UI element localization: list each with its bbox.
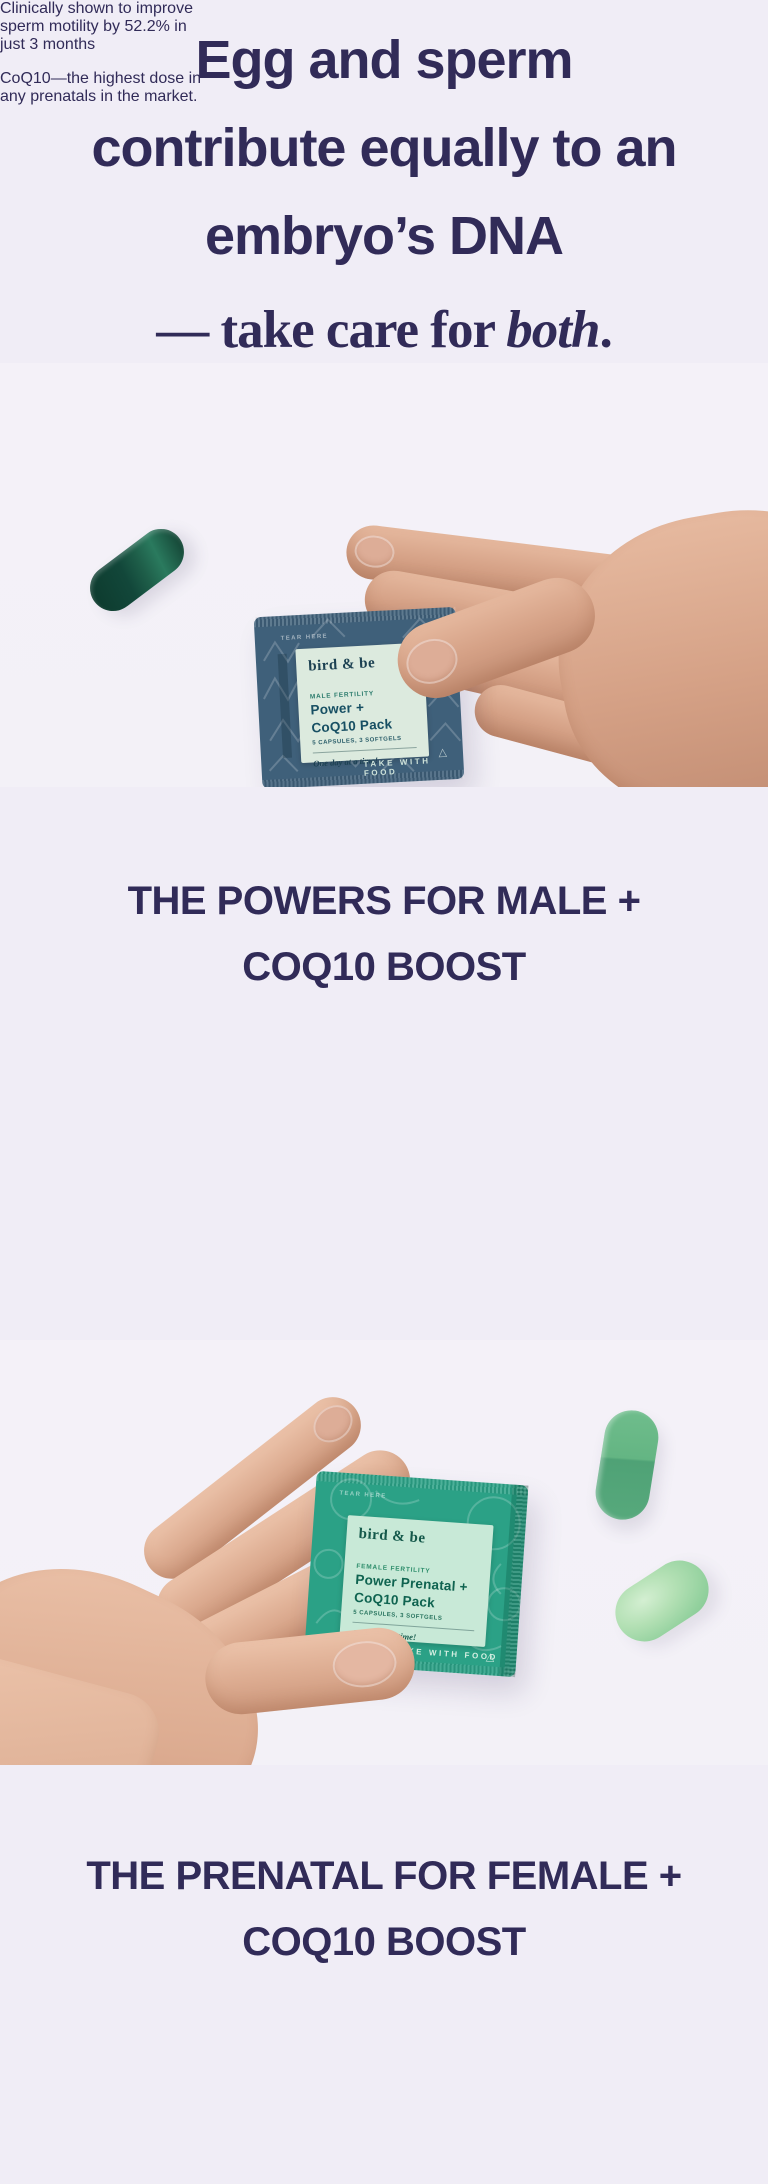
thumbnail: [399, 631, 464, 691]
male-body-line2: sperm motility by 52.2% in: [0, 18, 187, 35]
label-divider: [312, 747, 417, 754]
index-fingernail: [352, 533, 397, 570]
female-heading-line1: THE PRENATAL FOR FEMALE +: [86, 1854, 682, 1898]
hero-line-2: contribute equally to an: [91, 118, 677, 178]
thumbnail: [330, 1638, 399, 1691]
male-body-line1: Clinically shown to improve: [0, 0, 193, 17]
male-heading-line1: THE POWERS FOR MALE +: [127, 879, 641, 923]
male-section-heading: THE POWERS FOR MALE + COQ10 BOOST: [0, 868, 768, 1000]
hero-tagline-emphasis: both: [506, 301, 600, 359]
female-heading-line2: COQ10 BOOST: [242, 1920, 526, 1964]
hero-tagline-prefix: — take care for: [156, 301, 507, 359]
brand-logo: bird & be: [358, 1525, 427, 1547]
female-body-line1: CoQ10—the highest dose in: [0, 70, 202, 87]
hero-headline: Egg and sperm contribute equally to an e…: [0, 16, 768, 380]
index-fingernail: [305, 1397, 361, 1451]
hero-line-3: embryo’s DNA: [204, 206, 564, 266]
hero-tagline-suffix: .: [599, 301, 612, 359]
female-section-heading: THE PRENATAL FOR FEMALE + COQ10 BOOST: [0, 1843, 768, 1975]
hero-tagline: — take care for both.: [0, 280, 768, 380]
warning-triangle-icon: △: [485, 1651, 495, 1664]
hero-line-1: Egg and sperm: [195, 30, 573, 90]
female-product-photo: TEAR HERE bird & be FEMALE FERTILITY Pow…: [0, 1340, 768, 1765]
male-body-line3: just 3 months: [0, 36, 96, 53]
hero-headline-sans: Egg and sperm contribute equally to an e…: [0, 16, 768, 280]
male-product-photo: TEAR HERE bird & be MALE FERTILITY Power…: [0, 363, 768, 787]
sachet-contents: 5 CAPSULES, 3 SOFTGELS: [312, 735, 402, 747]
sachet-title-line2: CoQ10 Pack: [311, 716, 393, 736]
female-body-line2: any prenatals in the market.: [0, 88, 198, 105]
warning-triangle-icon: △: [438, 746, 448, 759]
dark-green-capsule: [80, 519, 194, 621]
female-sachet-label: bird & be FEMALE FERTILITY Power Prenata…: [339, 1515, 494, 1647]
green-softgel: [604, 1549, 720, 1653]
male-heading-line2: COQ10 BOOST: [242, 945, 526, 989]
green-capsule: [591, 1406, 663, 1524]
